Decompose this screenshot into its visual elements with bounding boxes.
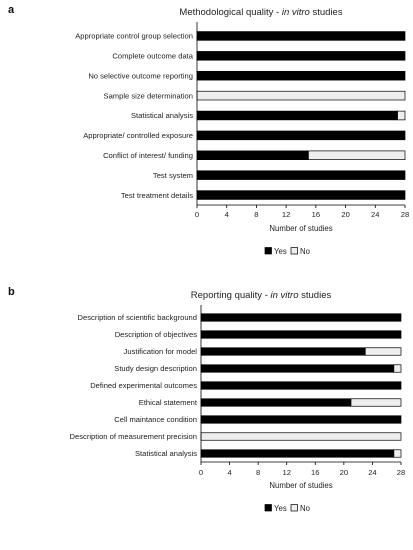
chart-title-main: Reporting quality - <box>191 290 271 301</box>
x-axis-label: Number of studies <box>269 224 332 233</box>
legend-label-yes: Yes <box>274 504 287 513</box>
legend-swatch-no <box>290 504 298 512</box>
chart-panel-b: b Reporting quality - in vitro studies Des… <box>8 286 405 513</box>
legend-label-no: No <box>300 247 311 256</box>
bar-yes <box>200 347 366 356</box>
bar-yes <box>196 31 406 41</box>
chart-title-main: Methodological quality - <box>179 7 281 18</box>
panel-letter: a <box>8 4 15 16</box>
category-label: Defined experimental outcomes <box>90 381 197 390</box>
x-tick-label: 4 <box>225 210 229 219</box>
category-label: Conflict of interest/ funding <box>103 151 193 160</box>
x-tick-label: 16 <box>312 210 320 219</box>
category-label: Statistical analysis <box>135 449 197 458</box>
bar-yes <box>200 449 395 458</box>
category-label: Description of measurement precision <box>70 432 197 441</box>
category-label: Description of objectives <box>115 330 198 339</box>
chart-title-italic: in vitro <box>282 7 310 18</box>
x-tick-label: 16 <box>311 468 319 477</box>
category-label: Appropriate/ controlled exposure <box>83 131 193 140</box>
x-tick-label: 8 <box>254 210 258 219</box>
bar-yes <box>200 313 402 322</box>
x-tick-label: 4 <box>227 468 231 477</box>
x-tick-label: 12 <box>282 468 290 477</box>
bar-yes <box>196 51 406 61</box>
category-label: Complete outcome data <box>112 52 193 61</box>
chart-title-tail: studies <box>298 290 331 301</box>
x-tick-label: 28 <box>397 468 405 477</box>
bar-yes <box>196 170 406 180</box>
bar-no <box>196 90 406 101</box>
x-tick-label: 0 <box>199 468 203 477</box>
bar-yes <box>196 70 406 81</box>
x-tick-label: 24 <box>371 210 379 219</box>
bar-yes <box>200 364 395 373</box>
category-label: Description of scientific background <box>78 313 197 322</box>
legend-swatch-yes <box>264 247 272 255</box>
x-tick-label: 28 <box>401 210 409 219</box>
chart-panel-a: a Methodological quality - in vitro studi… <box>8 4 409 256</box>
bar-no <box>308 150 406 161</box>
bar-no <box>200 432 402 441</box>
bar-no <box>364 347 402 356</box>
category-label: Statistical analysis <box>131 111 193 120</box>
bar-yes <box>196 150 309 161</box>
x-tick-label: 12 <box>282 210 290 219</box>
chart-title: Reporting quality - in vitro studies <box>191 290 332 301</box>
category-label: Ethical statement <box>139 398 198 407</box>
bar-yes <box>196 190 406 200</box>
x-tick-label: 20 <box>340 468 348 477</box>
category-label: Test system <box>153 171 193 180</box>
x-tick-label: 20 <box>341 210 349 219</box>
bar-yes <box>200 330 402 339</box>
legend-label-no: No <box>300 504 311 513</box>
chart-title: Methodological quality - in vitro studie… <box>179 7 342 18</box>
bar-yes <box>196 130 406 141</box>
bar-no <box>350 398 402 407</box>
bar-yes <box>196 110 398 121</box>
bar-no <box>393 449 402 458</box>
category-label: Test treatment details <box>121 191 193 200</box>
legend-label-yes: Yes <box>274 247 287 256</box>
category-label: Justification for model <box>124 347 198 356</box>
category-label: Cell maintance condition <box>114 415 197 424</box>
chart-title-italic: in vitro <box>271 290 299 301</box>
category-label: Sample size determination <box>104 91 193 100</box>
legend-swatch-no <box>290 247 298 255</box>
category-label: No selective outcome reporting <box>88 71 193 80</box>
chart-title-tail: studies <box>310 7 343 18</box>
x-axis-label: Number of studies <box>269 481 332 490</box>
legend-swatch-yes <box>264 504 272 512</box>
x-tick-label: 8 <box>256 468 260 477</box>
category-label: Appropriate control group selection <box>75 32 193 41</box>
bar-no <box>397 110 406 121</box>
x-tick-label: 24 <box>368 468 376 477</box>
bar-yes <box>200 415 402 424</box>
category-label: Study design description <box>114 364 197 373</box>
bar-yes <box>200 398 352 407</box>
x-tick-label: 0 <box>195 210 199 219</box>
bar-no <box>393 364 402 373</box>
panel-letter: b <box>8 286 15 298</box>
bar-yes <box>200 381 402 390</box>
